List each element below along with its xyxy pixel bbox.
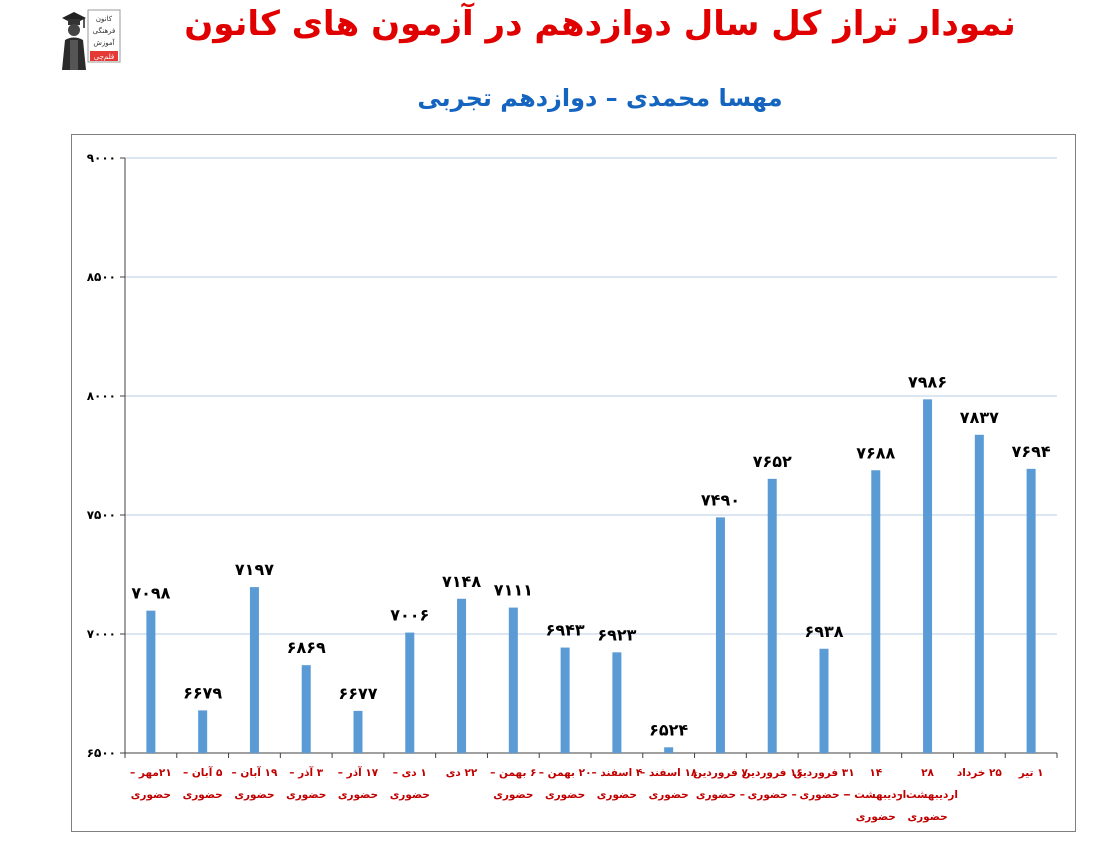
x-tick-label: ۲۱مهر – <box>130 767 172 779</box>
x-tick-label: حضوری <box>286 789 326 801</box>
data-label: ۷۶۹۴ <box>1012 442 1051 461</box>
logo-line-4: قلم‌چی <box>94 53 114 61</box>
x-tick-label: حضوری <box>856 811 896 823</box>
x-tick-label: ۱ دی – <box>393 767 427 779</box>
x-tick-label: حضوری <box>493 789 533 801</box>
chart-title: نمودار تراز کل سال دوازدهم در آزمون های … <box>184 4 1016 44</box>
x-tick-label: ۳ آذر – <box>289 766 324 779</box>
bar <box>249 587 259 753</box>
bar <box>146 610 156 753</box>
x-tick-label: ۱ تیر <box>1018 767 1044 779</box>
data-label: ۷۰۰۶ <box>390 606 429 625</box>
data-label: ۶۵۲۴ <box>649 720 688 739</box>
x-tick-label: ۲۸ <box>921 767 934 779</box>
logo-line-2: فرهنگی <box>93 26 116 35</box>
bar <box>819 648 829 753</box>
data-label: ۷۸۳۷ <box>960 408 999 427</box>
bar <box>612 652 622 753</box>
bar <box>301 665 311 753</box>
x-tick-label: ۲۰ بهمن – <box>539 767 592 779</box>
x-tick-label: ۷ فروردین <box>693 767 748 779</box>
data-label: ۷۶۵۲ <box>753 452 792 471</box>
x-tick-label: حضوری <box>338 789 378 801</box>
x-tick-label: حضوری <box>234 789 274 801</box>
x-tick-label: حضوری <box>131 789 171 801</box>
bar <box>974 434 984 753</box>
bar <box>664 747 674 753</box>
x-tick-label: ۳۱ فروردین <box>793 767 854 779</box>
bar <box>923 399 933 753</box>
bar <box>871 470 881 753</box>
x-tick-label: ۵ آبان – <box>183 766 223 779</box>
y-tick-label: ۷۵۰۰ <box>87 508 116 522</box>
x-tick-label: ۱۷ آذر – <box>338 766 379 779</box>
logo: کانون فرهنگی آموزش قلم‌چی <box>56 6 122 72</box>
x-tick-label: ۲۵ خرداد <box>957 767 1003 779</box>
x-tick-label: حضوری <box>597 789 637 801</box>
logo-line-1: کانون <box>96 15 113 23</box>
x-tick-label: – حضوری <box>799 789 848 801</box>
x-tick-label: حضوری <box>545 789 585 801</box>
bar <box>560 647 570 753</box>
logo-line-3: آموزش <box>93 38 115 47</box>
data-label: ۶۹۲۳ <box>597 625 636 644</box>
data-label: ۶۹۳۸ <box>804 622 843 641</box>
y-tick-label: ۸۰۰۰ <box>87 389 116 403</box>
x-tick-label: حضوری <box>390 789 430 801</box>
x-tick-label: حضوری <box>183 789 223 801</box>
bar <box>457 598 467 753</box>
data-label: ۷۶۸۸ <box>856 443 895 462</box>
graduate-logo-icon: کانون فرهنگی آموزش قلم‌چی <box>62 9 121 70</box>
y-tick-label: ۹۰۰۰ <box>87 151 116 165</box>
bar <box>767 478 777 753</box>
chart-subtitle: مهسا محمدی – دوازدهم تجربی <box>417 84 783 112</box>
data-label: ۷۹۸۶ <box>908 372 947 391</box>
data-label: ۷۱۱۱ <box>494 581 533 600</box>
x-tick-label: اردیبهشت – <box>845 789 906 801</box>
bar <box>508 607 518 753</box>
x-tick-label: حضوری <box>907 811 947 823</box>
x-tick-label: ۲۲ دی <box>446 767 478 779</box>
data-label: ۶۶۷۷ <box>338 684 377 703</box>
x-tick-label: ۱۹ آبان – <box>232 766 278 779</box>
bar <box>353 710 363 753</box>
data-label: ۶۸۶۹ <box>287 638 326 657</box>
x-tick-label: ۱۶ فروردین <box>742 767 803 779</box>
data-label: ۷۴۹۰ <box>701 490 740 509</box>
y-tick-label: ۸۵۰۰ <box>87 270 116 284</box>
x-tick-label: ۱۸ اسفند – <box>640 767 698 779</box>
chart-frame <box>71 134 1076 832</box>
bar <box>198 710 208 753</box>
data-label: ۷۰۹۸ <box>131 584 170 603</box>
x-tick-label: ۶ بهمن – <box>490 767 536 779</box>
data-label: ۷۱۹۷ <box>235 560 274 579</box>
bar <box>1026 468 1036 753</box>
x-tick-label: حضوری <box>649 789 689 801</box>
data-label: ۶۹۴۳ <box>546 621 585 640</box>
bar <box>715 517 725 753</box>
x-tick-label: – حضوری <box>748 789 797 801</box>
y-tick-label: ۷۰۰۰ <box>87 627 116 641</box>
bar <box>405 632 415 753</box>
x-tick-label: ۴ اسفند – <box>591 767 642 779</box>
x-tick-label: – حضوری <box>696 789 745 801</box>
y-tick-label: ۶۵۰۰ <box>87 746 116 760</box>
x-tick-label: ۱۴ <box>869 767 882 779</box>
data-label: ۷۱۴۸ <box>442 572 481 591</box>
data-label: ۶۶۷۹ <box>183 683 222 702</box>
x-tick-label: اردیبهشت – <box>897 789 958 801</box>
